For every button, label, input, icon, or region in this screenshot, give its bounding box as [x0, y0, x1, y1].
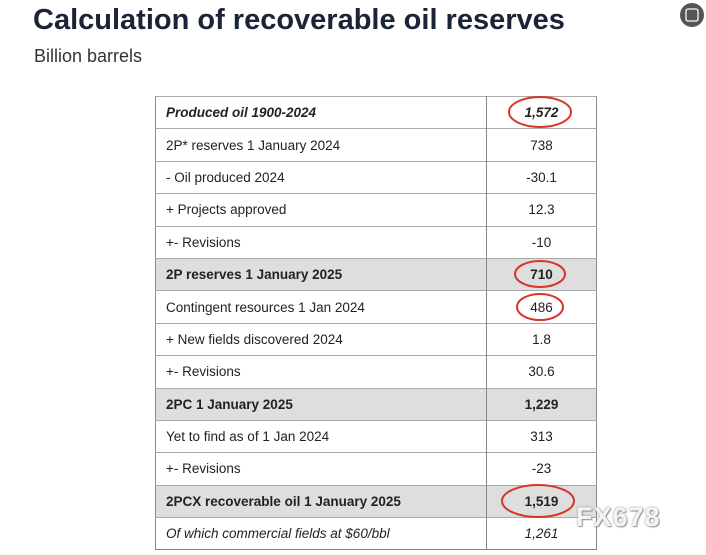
table-row: 2PCX recoverable oil 1 January 2025 1,519	[155, 484, 597, 518]
table-row: 2P reserves 1 January 2025 710	[155, 257, 597, 291]
row-value: 313	[486, 419, 597, 453]
icon[interactable]	[680, 3, 704, 27]
row-value: 738	[486, 128, 597, 162]
highlight-circle	[501, 484, 575, 518]
table-row: 2PC 1 January 2025 1,229	[155, 387, 597, 421]
table-row: 2P* reserves 1 January 2024 738	[155, 128, 597, 162]
row-label: +- Revisions	[155, 452, 487, 486]
row-label: Of which commercial fields at $60/bbl	[155, 517, 487, 550]
row-label: 2PCX recoverable oil 1 January 2025	[155, 484, 487, 518]
row-value: 1.8	[486, 322, 597, 356]
table-row: Produced oil 1900-2024 1,572	[155, 95, 597, 129]
table-row: + New fields discovered 2024 1.8	[155, 322, 597, 356]
table-row: +- Revisions -10	[155, 225, 597, 259]
table-row: Of which commercial fields at $60/bbl 1,2…	[155, 517, 597, 550]
icon-glyph	[685, 8, 699, 22]
table-row: - Oil produced 2024 -30.1	[155, 160, 597, 194]
row-value: 1,261	[486, 517, 597, 550]
row-label: Contingent resources 1 Jan 2024	[155, 290, 487, 324]
row-label: - Oil produced 2024	[155, 160, 487, 194]
table-row: +- Revisions 30.6	[155, 355, 597, 389]
highlight-circle	[514, 260, 566, 288]
row-value: -30.1	[486, 160, 597, 194]
table-row: + Projects approved 12.3	[155, 193, 597, 227]
row-label: Produced oil 1900-2024	[155, 95, 487, 129]
row-value: 1,572	[486, 95, 597, 129]
row-label: + Projects approved	[155, 193, 487, 227]
row-value: 30.6	[486, 355, 597, 389]
title: Calculation of recoverable oil reserves	[33, 4, 565, 36]
reserves-table: Produced oil 1900-2024 1,572 2P* reserves …	[155, 95, 597, 551]
row-label: 2PC 1 January 2025	[155, 387, 487, 421]
table-row: Contingent resources 1 Jan 2024 486	[155, 290, 597, 324]
row-label: +- Revisions	[155, 355, 487, 389]
row-label: 2P* reserves 1 January 2024	[155, 128, 487, 162]
row-label: Yet to find as of 1 Jan 2024	[155, 419, 487, 453]
table-row: Yet to find as of 1 Jan 2024 313	[155, 419, 597, 453]
row-value: 486	[486, 290, 597, 324]
subtitle: Billion barrels	[34, 46, 143, 66]
row-value: 12.3	[486, 193, 597, 227]
table-row: +- Revisions -23	[155, 452, 597, 486]
row-label: +- Revisions	[155, 225, 487, 259]
row-label: 2P reserves 1 January 2025	[155, 257, 487, 291]
row-value: 1,519	[486, 484, 597, 518]
highlight-circle	[516, 293, 564, 321]
highlight-circle	[508, 96, 572, 128]
row-value: -10	[486, 225, 597, 259]
row-value: 1,229	[486, 387, 597, 421]
row-value: 710	[486, 257, 597, 291]
watermark: FX678	[576, 502, 661, 532]
row-label: + New fields discovered 2024	[155, 322, 487, 356]
row-value: -23	[486, 452, 597, 486]
